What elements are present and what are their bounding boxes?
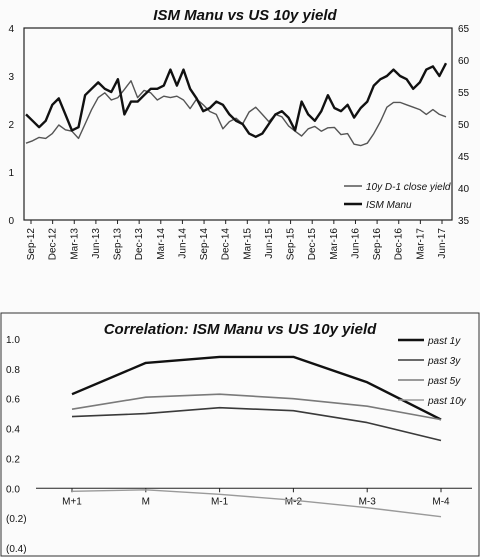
x-tick-label: Mar-14: [156, 228, 167, 260]
y-right-tick-label: 55: [458, 88, 470, 99]
chart2-legend: past 1y past 3y past 5y past 10y: [398, 336, 467, 407]
chart1-legend: 10y D-1 close yield ISM Manu: [344, 182, 451, 211]
correlation-series-line: [71, 489, 442, 518]
x-tick-label: Mar-13: [69, 228, 80, 260]
x-tick-label: Dec-13: [134, 228, 145, 261]
y-right-tick-label: 60: [458, 56, 470, 67]
x-tick-label: Dec-14: [221, 228, 232, 261]
x-tick-label: Sep-16: [372, 228, 383, 261]
legend-label: past 10y: [427, 396, 467, 407]
x-tick-label: Jun-15: [264, 228, 275, 259]
chart2-frame: [0, 312, 480, 557]
x-tick-label: Dec-16: [394, 228, 405, 261]
x-tick-label: M-2: [285, 496, 303, 507]
x-tick-label: Dec-12: [48, 228, 59, 261]
x-tick-label: M: [142, 496, 150, 507]
legend-ism-label: ISM Manu: [366, 200, 412, 211]
chart1-plot-frame: [23, 27, 453, 221]
x-tick-label: Sep-14: [199, 228, 210, 261]
x-tick-label: M-1: [211, 496, 229, 507]
y-right-tick-label: 50: [458, 120, 470, 131]
legend-label: past 5y: [427, 376, 461, 387]
correlation-series-line: [71, 393, 442, 421]
ism-yield-chart: ISM Manu vs US 10y yield 0 1 2 3 4 35 40 45 50 55…: [8, 7, 470, 261]
x-tick-label: Mar-15: [242, 228, 253, 260]
y-tick-label: 1.0: [6, 335, 20, 346]
x-tick-label: Jun-17: [437, 228, 448, 259]
chart2-title: Correlation: ISM Manu vs US 10y yield: [104, 321, 377, 338]
y-tick-label: 0.6: [6, 395, 20, 406]
y-tick-label: 0.0: [6, 484, 20, 495]
x-tick-label: Jun-16: [350, 228, 361, 259]
y-left-tick-label: 0: [8, 216, 14, 227]
x-tick-label: M-3: [359, 496, 377, 507]
x-tick-label: Sep-15: [286, 228, 297, 261]
y-tick-label: (0.2): [6, 514, 27, 525]
x-tick-label: Dec-15: [307, 228, 318, 261]
yield-series-line: [25, 80, 447, 147]
correlation-series-line: [71, 406, 442, 442]
correlation-chart: Correlation: ISM Manu vs US 10y yield 1.…: [0, 312, 480, 557]
x-tick-label: Sep-12: [26, 228, 37, 261]
y-tick-label: 0.4: [6, 425, 20, 436]
x-tick-label: M-4: [432, 496, 450, 507]
y-left-tick-label: 3: [8, 72, 14, 83]
x-tick-label: Jun-13: [91, 228, 102, 259]
y-left-tick-label: 1: [8, 168, 14, 179]
y-right-tick-label: 40: [458, 184, 470, 195]
y-right-tick-label: 45: [458, 152, 470, 163]
y-left-tick-label: 2: [8, 120, 14, 131]
legend-label: past 3y: [427, 356, 461, 367]
y-right-tick-label: 35: [458, 216, 470, 227]
x-tick-label: M+1: [62, 496, 82, 507]
y-tick-label: 0.2: [6, 454, 20, 465]
y-tick-label: 0.8: [6, 365, 20, 376]
correlation-series-line: [71, 355, 442, 421]
x-tick-label: Mar-17: [415, 228, 426, 260]
chart1-title: ISM Manu vs US 10y yield: [153, 7, 337, 24]
x-tick-label: Jun-14: [177, 228, 188, 259]
legend-yield-label: 10y D-1 close yield: [366, 182, 451, 193]
y-left-tick-label: 4: [8, 24, 14, 35]
legend-label: past 1y: [427, 336, 461, 347]
x-tick-label: Mar-16: [329, 228, 340, 260]
y-right-tick-label: 65: [458, 24, 470, 35]
x-tick-label: Sep-13: [113, 228, 124, 261]
ism-series-line: [25, 62, 448, 139]
y-tick-label: (0.4): [6, 544, 27, 555]
